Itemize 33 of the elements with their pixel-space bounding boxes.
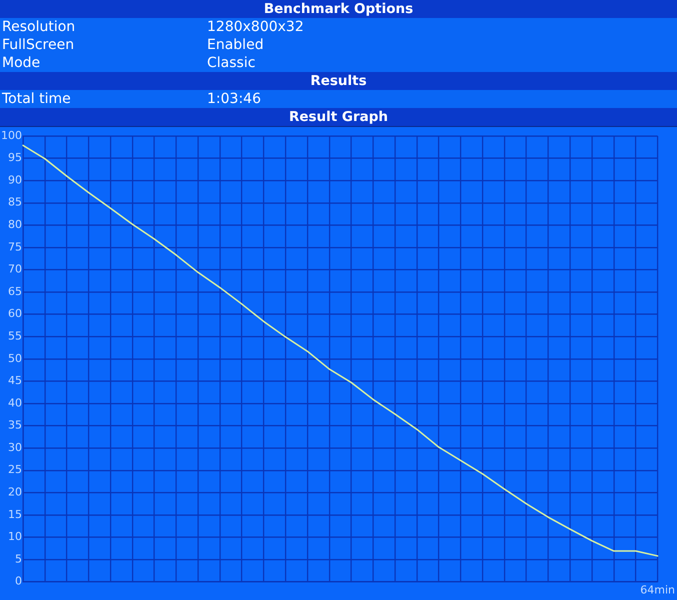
y-tick-label: 20	[8, 486, 22, 498]
y-tick-label: 70	[8, 262, 22, 276]
y-tick-label: 85	[8, 196, 22, 209]
y-tick-label: 80	[8, 218, 22, 232]
text: Classic	[207, 54, 256, 72]
y-tick-label: 100	[0, 128, 22, 142]
y-tick-label: 10	[8, 530, 22, 544]
y-tick-label: 30	[8, 440, 22, 454]
y-tick-label: 45	[8, 374, 22, 388]
y-tick-label: 0	[14, 574, 22, 588]
text: Enabled	[207, 36, 264, 54]
y-tick-label: 25	[8, 463, 22, 476]
y-tick-label: 90	[8, 173, 22, 186]
y-tick-label: 35	[8, 418, 22, 432]
text: Mode	[2, 54, 40, 72]
y-tick-label: 75	[8, 240, 22, 254]
y-tick-label: 15	[8, 508, 22, 521]
text: Total time	[2, 90, 71, 108]
text: Results	[0, 72, 677, 90]
y-tick-label: 5	[14, 552, 22, 566]
y-tick-label: 40	[8, 396, 22, 410]
text: 1:03:46	[207, 90, 261, 108]
y-tick-label: 65	[8, 284, 22, 298]
text: Benchmark Options	[0, 0, 677, 18]
chart-title: Result Graph	[0, 108, 677, 126]
x-tick-label: 64min	[640, 583, 676, 596]
text: FullScreen	[2, 36, 74, 54]
y-tick-label: 60	[8, 307, 22, 320]
text: Resolution	[2, 18, 76, 36]
y-tick-label: 55	[8, 329, 22, 342]
y-tick-label: 50	[8, 352, 22, 365]
text: 1280x800x32	[207, 18, 304, 36]
y-tick-label: 95	[8, 151, 22, 164]
